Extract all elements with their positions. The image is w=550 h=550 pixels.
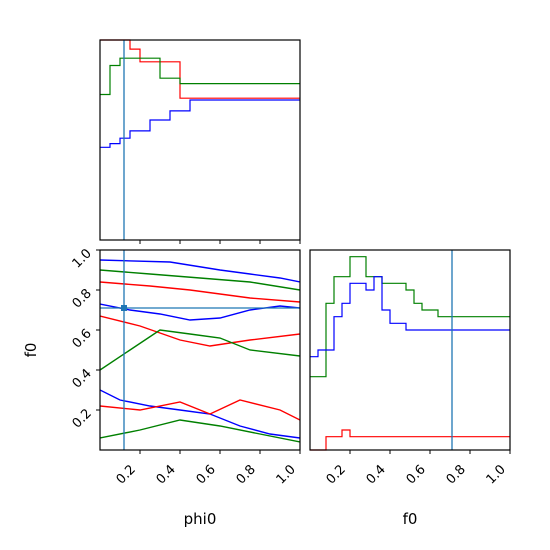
hist-f0-frame bbox=[309, 249, 511, 451]
hist-phi0-red-step bbox=[100, 39, 300, 99]
hist-f0-red-step bbox=[310, 429, 510, 451]
truth-marker bbox=[121, 305, 127, 311]
hist-phi0-blue-step bbox=[100, 99, 300, 148]
panel-hist-phi0 bbox=[99, 39, 301, 244]
contour-line-red bbox=[100, 315, 300, 347]
contour-line-red bbox=[100, 399, 300, 421]
xlabel-phi0: phi0 bbox=[184, 510, 217, 528]
hist-f0-green-step bbox=[310, 256, 510, 378]
ylabel-f0: f0 bbox=[22, 343, 40, 358]
contour-line-green bbox=[100, 419, 300, 443]
contour-line-blue bbox=[100, 259, 300, 283]
contour-line-green bbox=[100, 329, 300, 371]
hist-phi0-frame bbox=[99, 39, 301, 241]
contour-layer bbox=[100, 259, 300, 443]
contour-line-green bbox=[100, 269, 300, 291]
hist-phi0-green-step bbox=[100, 57, 300, 96]
xlabel-f0: f0 bbox=[403, 510, 418, 528]
contour-panel-frame bbox=[99, 249, 301, 451]
hist-f0-blue-step bbox=[310, 276, 510, 358]
contour-line-red bbox=[100, 281, 300, 303]
contour-line-blue bbox=[100, 389, 300, 439]
contour-line-blue bbox=[100, 303, 300, 321]
